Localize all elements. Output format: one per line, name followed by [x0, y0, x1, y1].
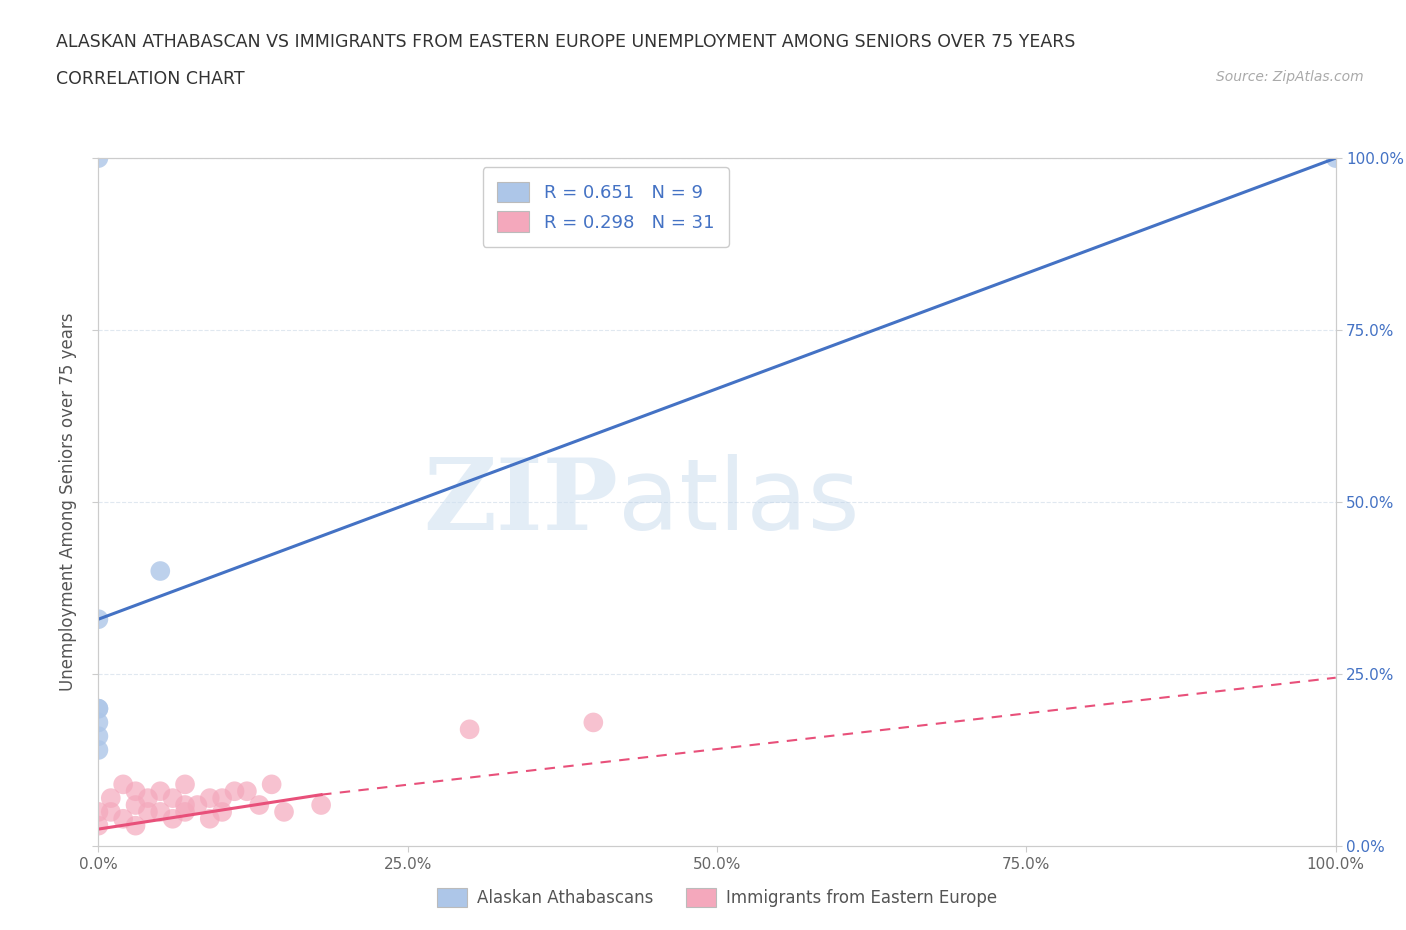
- Point: [149, 784, 172, 799]
- Point: [162, 790, 184, 805]
- Point: [211, 790, 233, 805]
- Point: [112, 811, 135, 826]
- Point: [1324, 151, 1347, 166]
- Point: [124, 798, 146, 813]
- Point: [87, 818, 110, 833]
- Text: ALASKAN ATHABASCAN VS IMMIGRANTS FROM EASTERN EUROPE UNEMPLOYMENT AMONG SENIORS : ALASKAN ATHABASCAN VS IMMIGRANTS FROM EA…: [56, 33, 1076, 50]
- Point: [136, 790, 159, 805]
- Y-axis label: Unemployment Among Seniors over 75 years: Unemployment Among Seniors over 75 years: [59, 313, 77, 691]
- Point: [260, 777, 283, 791]
- Text: Source: ZipAtlas.com: Source: ZipAtlas.com: [1216, 70, 1364, 84]
- Point: [100, 804, 122, 819]
- Point: [162, 811, 184, 826]
- Point: [186, 798, 208, 813]
- Point: [149, 804, 172, 819]
- Text: ZIP: ZIP: [423, 454, 619, 551]
- Point: [458, 722, 481, 737]
- Point: [198, 790, 221, 805]
- Point: [87, 729, 110, 744]
- Point: [273, 804, 295, 819]
- Point: [224, 784, 246, 799]
- Text: CORRELATION CHART: CORRELATION CHART: [56, 70, 245, 87]
- Point: [149, 564, 172, 578]
- Point: [247, 798, 270, 813]
- Point: [87, 715, 110, 730]
- Point: [124, 784, 146, 799]
- Point: [174, 777, 197, 791]
- Point: [582, 715, 605, 730]
- Point: [124, 818, 146, 833]
- Point: [87, 742, 110, 757]
- Point: [211, 804, 233, 819]
- Point: [100, 790, 122, 805]
- Point: [174, 798, 197, 813]
- Legend: Alaskan Athabascans, Immigrants from Eastern Europe: Alaskan Athabascans, Immigrants from Eas…: [430, 881, 1004, 913]
- Point: [174, 804, 197, 819]
- Point: [87, 151, 110, 166]
- Point: [87, 804, 110, 819]
- Point: [198, 811, 221, 826]
- Point: [112, 777, 135, 791]
- Point: [87, 612, 110, 627]
- Point: [136, 804, 159, 819]
- Point: [87, 701, 110, 716]
- Point: [309, 798, 332, 813]
- Point: [87, 701, 110, 716]
- Text: atlas: atlas: [619, 454, 859, 551]
- Point: [236, 784, 259, 799]
